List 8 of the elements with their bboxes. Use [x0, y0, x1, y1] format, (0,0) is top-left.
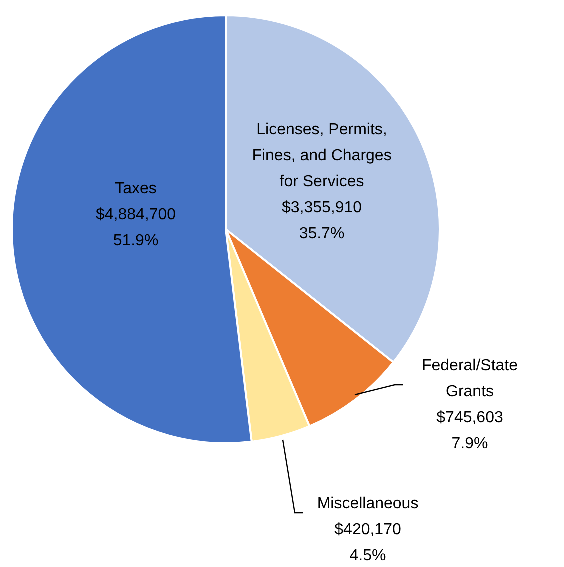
data-label: $420,170 4.5%	[334, 521, 402, 564]
data-label: $4,884,700 51.9%	[96, 206, 176, 250]
data-label: $745,603 7.9%	[436, 409, 504, 452]
slice-label: Miscellaneous	[317, 495, 419, 512]
data-label: $3,355,910 35.7%	[282, 199, 362, 242]
slice-label: Licenses, Permits, Fines, and Charges for Services	[252, 121, 392, 190]
slice-label: Taxes	[115, 180, 157, 198]
slice-label: Federal/State Grants	[422, 357, 518, 400]
